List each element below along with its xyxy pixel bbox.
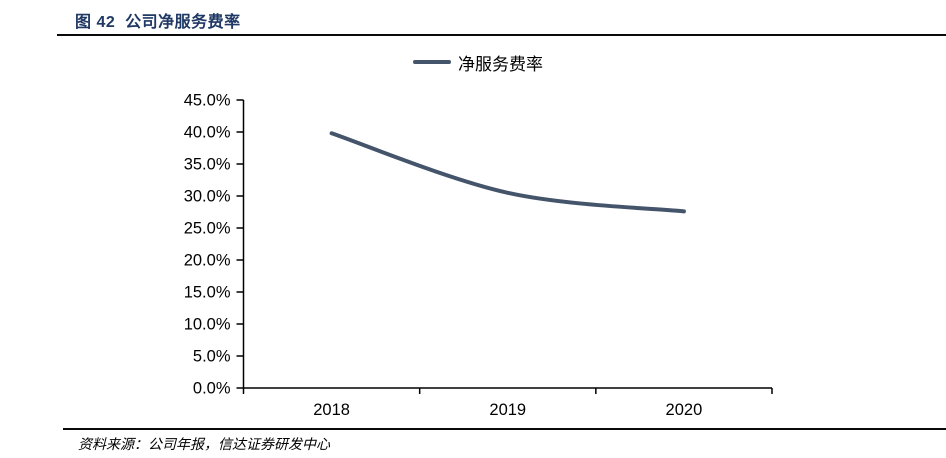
svg-text:20.0%: 20.0% [184, 252, 231, 270]
svg-text:40.0%: 40.0% [184, 124, 231, 142]
legend-line-swatch [413, 60, 451, 64]
svg-text:15.0%: 15.0% [184, 284, 231, 302]
source-note: 资料来源：公司年报，信达证券研发中心 [78, 437, 330, 453]
svg-text:30.0%: 30.0% [184, 188, 231, 206]
svg-text:45.0%: 45.0% [184, 92, 231, 110]
figure-title: 图 42 公司净服务费率 [75, 14, 241, 31]
footer-rule [63, 428, 946, 430]
svg-text:2020: 2020 [666, 401, 703, 419]
svg-text:5.0%: 5.0% [193, 348, 231, 366]
svg-text:35.0%: 35.0% [184, 156, 231, 174]
svg-text:0.0%: 0.0% [193, 380, 231, 398]
svg-text:25.0%: 25.0% [184, 220, 231, 238]
legend-label: 净服务费率 [458, 54, 543, 74]
chart-legend: 净服务费率 [413, 52, 543, 74]
svg-text:2018: 2018 [313, 401, 350, 419]
title-rule [57, 34, 946, 36]
svg-text:10.0%: 10.0% [184, 316, 231, 334]
svg-text:2019: 2019 [489, 401, 526, 419]
